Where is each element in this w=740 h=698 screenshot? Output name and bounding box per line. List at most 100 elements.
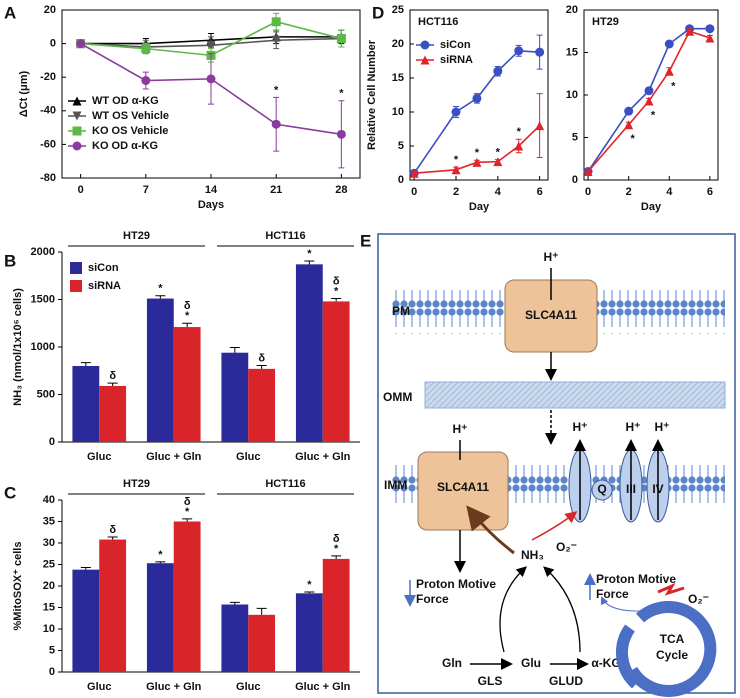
error-bar — [256, 607, 267, 615]
y-tick-label: 500 — [37, 388, 55, 400]
y-tick-label: -80 — [40, 172, 56, 184]
proton-label: H⁺ — [544, 250, 559, 264]
enzyme: GLUD — [549, 674, 583, 688]
bar — [295, 593, 323, 672]
legend-label: WT OS Vehicle — [92, 110, 169, 122]
plot-frame — [409, 9, 549, 181]
legend-label: WT OD α-KG — [92, 95, 159, 107]
point — [685, 26, 695, 36]
y-axis-label: ΔCt (μm) — [18, 70, 30, 117]
x-tick-label: Gluc — [236, 451, 260, 463]
y-tick-label: 20 — [566, 4, 578, 16]
legend-swatch — [70, 262, 82, 274]
y-tick-label: 20 — [43, 580, 55, 592]
legend-swatch — [70, 280, 82, 292]
y-tick-label: 1000 — [31, 341, 55, 353]
y-tick-label: 40 — [43, 494, 55, 506]
legend-label: siRNA — [88, 280, 121, 292]
panel-label: A — [4, 3, 16, 22]
y-tick-label: -40 — [40, 105, 56, 117]
point — [664, 39, 674, 49]
legend-marker — [420, 40, 430, 50]
x-axis-label: Day — [641, 201, 662, 213]
error-bar — [107, 536, 118, 540]
x-tick-label: Gluc + Gln — [295, 681, 351, 693]
significance-mark: * — [334, 543, 339, 555]
error-bar — [80, 362, 91, 366]
point — [705, 24, 715, 34]
x-tick-label: Gluc — [236, 681, 260, 693]
enzyme: GLS — [478, 674, 503, 688]
significance-mark: * — [671, 81, 676, 93]
point — [535, 47, 545, 57]
ammonia-label: NH₃ — [521, 548, 544, 562]
x-axis-label: Days — [198, 199, 224, 211]
bar — [72, 366, 100, 442]
y-tick-label: 10 — [392, 106, 404, 118]
legend-marker — [420, 55, 430, 65]
panel-label: E — [360, 231, 371, 250]
proton-label: H⁺ — [626, 420, 641, 434]
significance-mark: * — [307, 579, 312, 591]
significance-mark: * — [454, 154, 459, 166]
outer-membrane — [424, 381, 726, 409]
y-tick-label: 25 — [43, 558, 55, 570]
error-bar — [229, 346, 240, 353]
pmf-label: Proton Motive — [596, 572, 676, 586]
error-bar — [229, 601, 240, 605]
y-axis-label: Relative Cell Number — [366, 39, 378, 150]
point — [271, 17, 281, 27]
x-tick-label: 2 — [626, 186, 632, 198]
arrow — [531, 511, 578, 541]
point — [493, 66, 503, 76]
x-tick-label: 4 — [495, 186, 502, 198]
x-tick-label: 0 — [78, 184, 84, 196]
significance-mark: * — [496, 147, 501, 159]
lightning — [657, 582, 685, 596]
x-tick-label: 28 — [335, 184, 347, 196]
error-bar — [80, 567, 91, 570]
significance-mark: * — [517, 126, 522, 138]
point — [409, 168, 419, 178]
error-bar — [304, 260, 315, 265]
bar — [99, 385, 127, 442]
significance-mark: * — [339, 88, 344, 100]
x-tick-label: Gluc + Gln — [146, 681, 202, 693]
bar — [295, 264, 323, 442]
chart-title: HCT116 — [418, 16, 458, 28]
bar — [99, 539, 127, 672]
error-bar — [331, 298, 342, 302]
membrane-label: IMM — [384, 478, 407, 492]
x-tick-label: 6 — [707, 186, 713, 198]
significance-mark: * — [158, 283, 163, 295]
tca-label: Cycle — [656, 648, 688, 662]
legend-label: KO OS Vehicle — [92, 125, 168, 137]
y-tick-label: 0 — [50, 38, 56, 50]
y-tick-label: 20 — [392, 38, 404, 50]
bar — [72, 569, 100, 672]
bar — [173, 521, 201, 672]
line — [414, 125, 541, 174]
y-tick-label: 5 — [398, 140, 404, 152]
pmf-label: Proton Motive — [416, 577, 496, 591]
point — [514, 141, 524, 151]
pmf-label: Force — [596, 587, 629, 601]
significance-mark: δ — [109, 524, 116, 536]
x-tick-label: 0 — [585, 186, 591, 198]
point — [336, 129, 346, 139]
point — [583, 167, 593, 176]
y-tick-label: 10 — [43, 623, 55, 635]
y-tick-label: 15 — [43, 601, 55, 613]
group-label: HCT116 — [265, 230, 305, 242]
bar — [221, 352, 249, 442]
group-label: HT29 — [123, 478, 150, 490]
point — [206, 40, 216, 50]
point — [451, 165, 461, 175]
diagram: PM SLC4A11 H⁺ OMM IMM SLC4A11 H⁺ Q III I… — [377, 233, 736, 697]
y-tick-label: 35 — [43, 515, 55, 527]
pmf-label: Force — [416, 592, 449, 606]
point — [514, 46, 524, 56]
significance-mark: * — [651, 109, 656, 121]
membrane-label: OMM — [383, 390, 412, 404]
legend-marker — [72, 126, 82, 136]
